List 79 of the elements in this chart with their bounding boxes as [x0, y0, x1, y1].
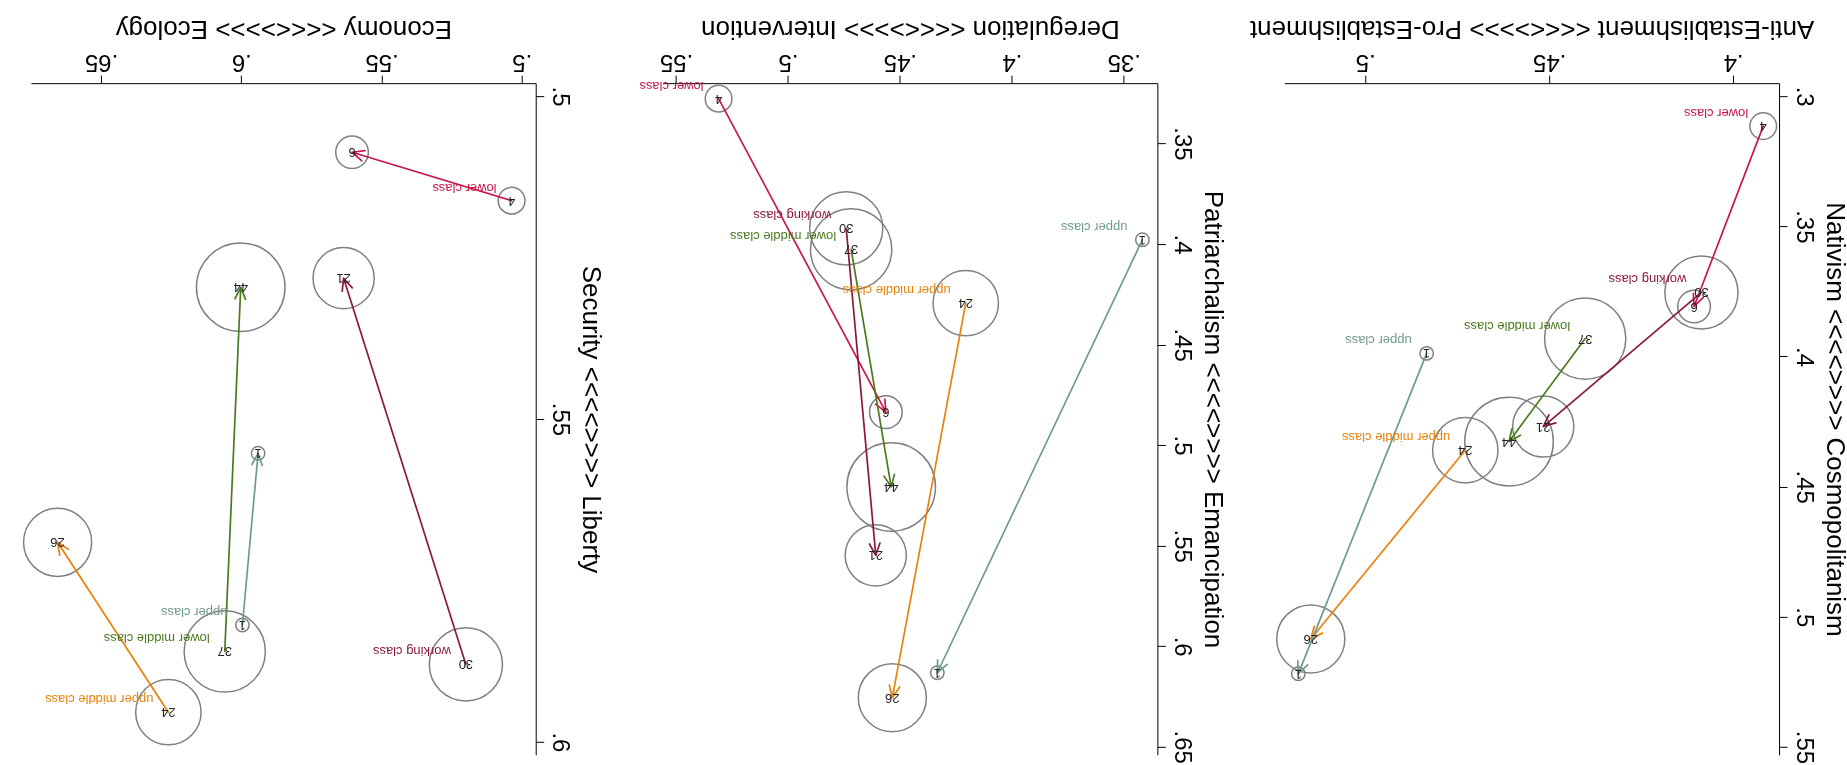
- series-label: upper class: [1344, 333, 1412, 349]
- y-tick-label: .45: [1169, 328, 1197, 362]
- series-label: working class: [1607, 272, 1688, 288]
- annotation: 30: [1694, 285, 1709, 301]
- series-label: upper middle class: [1341, 430, 1451, 446]
- series-label: upper class: [1060, 219, 1128, 235]
- y-tick-label: .55: [1791, 730, 1819, 765]
- y-tick-label: .5: [548, 86, 576, 107]
- x-tick-label: .5: [1355, 49, 1376, 77]
- y-tick-label: .6: [548, 732, 576, 753]
- y-axis-title: Nativism <<<<>>>> Cosmopolitanism: [1820, 202, 1847, 637]
- series-label: lower middle class: [103, 631, 210, 647]
- annotation: 26: [885, 690, 900, 706]
- annotation: 44: [233, 280, 248, 296]
- annotation: 6: [1690, 299, 1698, 315]
- x-tick-label: .5: [512, 49, 533, 77]
- x-axis-title: Anti-Establishment <<<<>>>> Pro-Establishment: [1249, 14, 1815, 45]
- annotation: 26: [1303, 631, 1319, 647]
- x-tick-label: .4: [1002, 49, 1023, 77]
- x-tick-label: .45: [1532, 49, 1567, 77]
- annotation: 1: [933, 665, 941, 681]
- y-tick-label: .55: [548, 402, 576, 437]
- series-label: upper class: [160, 605, 228, 620]
- x-tick-label: .35: [1107, 49, 1141, 77]
- x-axis-title: Deregulation <<<<>>>> Intervention: [701, 14, 1120, 45]
- y-tick-label: .4: [1169, 234, 1197, 255]
- series-label: lower middle class: [1463, 318, 1571, 334]
- annotation: 21: [1536, 419, 1551, 435]
- annotation: 4: [714, 91, 723, 107]
- annotation: 1: [1294, 666, 1302, 682]
- y-tick-label: .5: [1791, 607, 1819, 628]
- x-tick-label: .55: [659, 49, 694, 77]
- y-tick-label: .45: [1791, 470, 1819, 504]
- x-tick-label: .6: [231, 49, 252, 77]
- annotation: 37: [1577, 331, 1593, 347]
- annotation: 1: [1138, 232, 1146, 248]
- annotation: 21: [868, 548, 883, 564]
- x-tick-label: .5: [778, 49, 799, 77]
- annotation: 37: [217, 644, 232, 660]
- y-tick-label: .35: [1791, 210, 1819, 244]
- annotation: 24: [958, 296, 973, 312]
- annotation: 1: [238, 617, 247, 633]
- series-label: lower middle class: [729, 229, 837, 245]
- series-label: working class: [372, 644, 452, 660]
- y-tick-label: .35: [1169, 127, 1197, 161]
- x-tick-label: .55: [365, 49, 399, 77]
- annotation: 24: [161, 705, 176, 721]
- series-label: upper middle class: [841, 283, 951, 299]
- annotation: 44: [883, 479, 899, 495]
- y-tick-label: .4: [1791, 347, 1819, 367]
- y-axis-title: Patriarchalism <<<<>>>> Emancipation: [1198, 190, 1229, 649]
- x-tick-label: .45: [883, 49, 918, 77]
- y-axis-title: Security <<<<>>>> Liberty: [577, 265, 608, 574]
- annotation: 1: [1423, 346, 1431, 362]
- annotation: 21: [336, 271, 351, 287]
- x-axis-title: Economy <<<<>>>> Ecology: [115, 14, 453, 45]
- x-tick-label: .65: [84, 49, 119, 77]
- annotation: 6: [348, 145, 356, 161]
- annotation: 24: [1458, 443, 1473, 459]
- series-label: working class: [752, 208, 833, 224]
- annotation: 30: [458, 657, 474, 673]
- x-tick-label: .4: [1723, 49, 1744, 77]
- y-tick-label: .3: [1791, 86, 1819, 107]
- y-tick-label: .65: [1169, 730, 1197, 764]
- annotation: 26: [50, 535, 65, 551]
- annotation: 30: [838, 221, 854, 237]
- series-label: lower class: [431, 180, 497, 196]
- series-label: lower class: [638, 78, 704, 94]
- annotation: 37: [843, 242, 859, 258]
- y-tick-label: .6: [1169, 636, 1197, 657]
- annotation: 44: [1501, 434, 1517, 450]
- annotation: 4: [1759, 119, 1767, 135]
- annotation: 6: [882, 405, 890, 421]
- series-label: upper middle class: [44, 692, 154, 708]
- annotation: 4: [507, 193, 516, 209]
- y-tick-label: .55: [1169, 529, 1197, 563]
- annotation: 1: [254, 446, 262, 462]
- series-label: lower class: [1683, 106, 1749, 122]
- y-tick-label: .5: [1169, 435, 1197, 456]
